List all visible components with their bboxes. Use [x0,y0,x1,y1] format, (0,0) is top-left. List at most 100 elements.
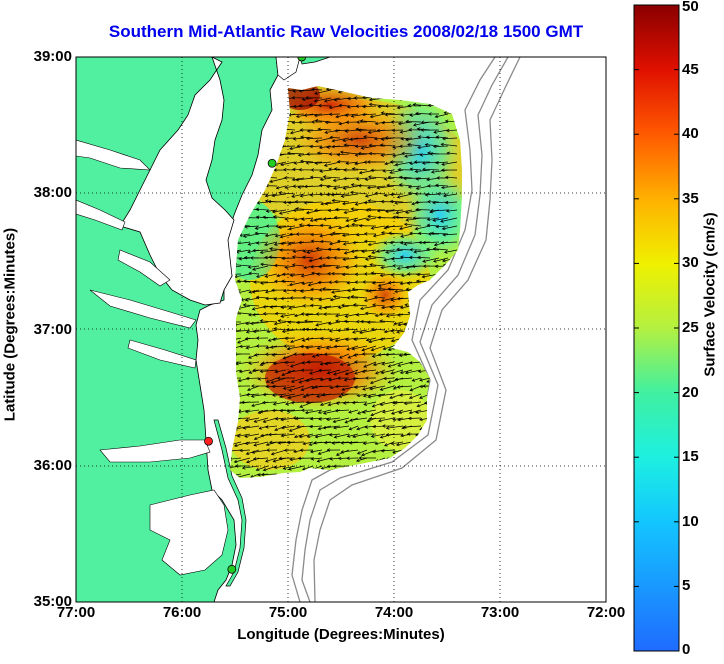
velocity-arrow [329,337,341,342]
velocity-arrow [363,272,376,276]
velocity-arrow [367,241,386,247]
velocity-arrow [388,231,404,235]
velocity-arrow [298,120,314,125]
velocity-arrow [394,289,413,294]
velocity-arrow [259,249,278,255]
velocity-arrow [357,409,368,415]
velocity-arrow [370,409,386,417]
velocity-arrow [269,177,287,184]
velocity-arrow [446,151,458,155]
velocity-arrow [313,385,332,389]
velocity-arrow [302,255,314,259]
colorbar-label: Surface Velocity (cm/s) [701,212,719,377]
velocity-arrow [273,321,287,326]
velocity-arrow [244,225,260,229]
velocity-arrow [390,409,404,415]
velocity-arrow [303,184,323,189]
velocity-arrow [435,135,449,139]
velocity-arrow [272,401,287,406]
velocity-arrow [412,102,431,107]
velocity-arrow [401,151,413,156]
velocity-arrow [328,105,341,110]
velocity-arrow [375,249,395,253]
velocity-arrow [363,239,377,244]
velocity-arrow [310,239,323,243]
velocity-arrow [302,249,314,253]
velocity-arrow [305,345,323,350]
velocity-arrow [362,264,377,269]
plot-frame [75,56,607,603]
velocity-arrow [387,281,404,285]
velocity-arrow [411,377,422,382]
velocity-arrow [372,233,386,238]
velocity-arrow [334,409,350,413]
velocity-arrow [365,289,377,293]
velocity-arrow [380,369,395,375]
velocity-arrow [409,385,422,392]
velocity-arrow [337,305,350,310]
velocity-arrow [290,337,305,344]
velocity-arrow [290,377,305,383]
velocity-arrow [346,361,359,367]
velocity-arrow [440,217,458,223]
velocity-arrow [339,150,359,155]
velocity-arrow [331,137,350,143]
velocity-arrow [282,289,296,293]
velocity-arrow [346,433,359,438]
velocity-arrow [416,272,431,277]
velocity-arrow [377,393,395,398]
velocity-arrow [442,136,458,141]
velocity-arrow [379,319,395,323]
velocity-arrow [318,192,332,197]
velocity-arrow [301,281,314,286]
velocity-arrow [315,321,332,327]
velocity-arrow [326,448,341,452]
velocity-arrow [350,249,368,254]
velocity-arrow [306,360,322,364]
velocity-arrow [313,113,332,118]
velocity-arrow [316,457,332,463]
velocity-arrow [305,337,323,341]
velocity-arrow [292,249,305,254]
velocity-arrow [349,190,368,195]
velocity-arrow [271,337,287,342]
velocity-arrow [413,160,431,164]
velocity-arrow [380,297,395,303]
velocity-arrow [274,369,287,374]
velocity-arrow [342,185,359,190]
velocity-arrow [349,417,368,422]
velocity-arrow [230,441,242,447]
velocity-arrow [376,128,395,133]
velocity-arrow [365,337,377,342]
velocity-arrow [244,441,260,446]
velocity-arrow [284,336,296,341]
velocity-arrow [364,432,377,436]
velocity-arrow [292,416,305,420]
velocity-arrow [330,289,350,294]
velocity-arrow [389,240,404,245]
x-tick-label: 75:00 [268,604,308,621]
velocity-arrow [291,96,305,100]
velocity-arrow [362,393,377,398]
velocity-arrow [405,209,422,214]
velocity-arrow [442,233,458,237]
velocity-arrow [337,376,350,380]
velocity-arrow [305,393,323,397]
velocity-arrow [364,177,377,181]
velocity-arrow [260,361,278,365]
velocity-arrow [339,361,350,366]
velocity-arrow [347,288,359,293]
velocity-arrow [435,224,449,229]
velocity-arrow [279,408,296,413]
velocity-arrow [379,385,395,391]
velocity-arrow [251,289,269,294]
velocity-arrow [361,369,377,374]
velocity-arrow [436,176,449,180]
velocity-arrow [298,89,314,93]
velocity-arrow [369,385,386,391]
velocity-arrow [345,327,359,331]
velocity-arrow [298,433,314,439]
velocity-arrow [393,321,404,326]
velocity-arrow [338,103,350,108]
